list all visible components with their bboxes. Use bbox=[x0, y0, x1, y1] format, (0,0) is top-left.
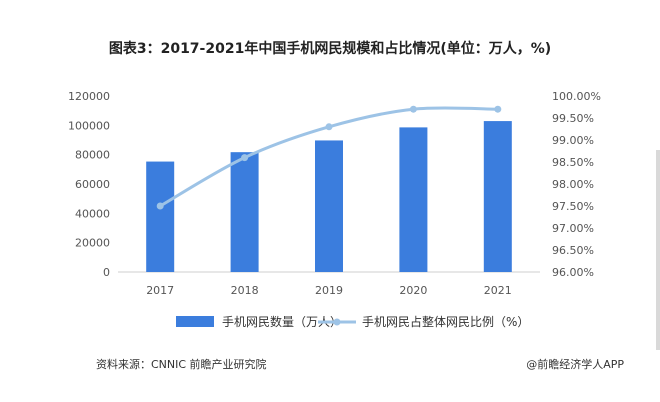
line-point bbox=[325, 123, 333, 131]
right-axis-tick-label: 97.00% bbox=[552, 222, 594, 235]
chart-title: 图表3：2017-2021年中国手机网民规模和占比情况(单位：万人，%) bbox=[108, 41, 552, 57]
right-axis-tick-label: 98.00% bbox=[552, 178, 594, 191]
right-axis-tick-label: 100.00% bbox=[552, 90, 601, 103]
left-axis: 0 20000 40000 60000 80000 100000 120000 bbox=[68, 90, 110, 279]
bar bbox=[230, 152, 259, 272]
left-axis-tick-label: 60000 bbox=[75, 178, 110, 191]
right-axis: 96.00% 96.50% 97.00% 97.50% 98.00% 98.50% 99.0… bbox=[552, 90, 601, 279]
line-series bbox=[156, 105, 502, 210]
source-note: 资料来源：CNNIC 前瞻产业研究院 bbox=[96, 358, 267, 371]
x-axis-tick-label: 2017 bbox=[146, 284, 174, 297]
x-axis-tick-label: 2020 bbox=[399, 284, 427, 297]
line-point bbox=[409, 105, 417, 113]
scrollbar[interactable] bbox=[656, 150, 660, 350]
bar-series bbox=[146, 121, 512, 273]
bar bbox=[146, 161, 175, 272]
right-axis-tick-label: 97.50% bbox=[552, 200, 594, 213]
line-point bbox=[494, 105, 502, 113]
x-axis-tick-label: 2018 bbox=[231, 284, 259, 297]
bar bbox=[399, 127, 428, 273]
right-axis-tick-label: 99.00% bbox=[552, 134, 594, 147]
legend-line-marker bbox=[333, 318, 341, 326]
legend-bar-swatch bbox=[176, 316, 214, 327]
right-axis-tick-label: 96.50% bbox=[552, 244, 594, 257]
right-axis-tick-label: 96.00% bbox=[552, 266, 594, 279]
left-axis-tick-label: 0 bbox=[103, 266, 110, 279]
x-axis-tick-label: 2019 bbox=[315, 284, 343, 297]
left-axis-tick-label: 40000 bbox=[75, 207, 110, 220]
x-axis: 2017 2018 2019 2020 2021 bbox=[146, 284, 512, 297]
left-axis-tick-label: 80000 bbox=[75, 149, 110, 162]
legend-line-label: 手机网民占整体网民比例（%） bbox=[362, 314, 529, 329]
right-axis-tick-label: 98.50% bbox=[552, 156, 594, 169]
right-axis-tick-label: 99.50% bbox=[552, 112, 594, 125]
line-point bbox=[241, 154, 249, 162]
legend: 手机网民数量（万人） 手机网民占整体网民比例（%） bbox=[176, 314, 529, 329]
left-axis-tick-label: 120000 bbox=[68, 90, 110, 103]
bar bbox=[483, 121, 512, 272]
brand-note: @前瞻经济学人APP bbox=[526, 358, 624, 371]
bar bbox=[315, 140, 343, 272]
legend-bar-label: 手机网民数量（万人） bbox=[222, 314, 342, 329]
x-axis-tick-label: 2021 bbox=[484, 284, 512, 297]
left-axis-tick-label: 100000 bbox=[68, 119, 110, 132]
line-point bbox=[156, 202, 164, 210]
left-axis-tick-label: 20000 bbox=[75, 237, 110, 250]
